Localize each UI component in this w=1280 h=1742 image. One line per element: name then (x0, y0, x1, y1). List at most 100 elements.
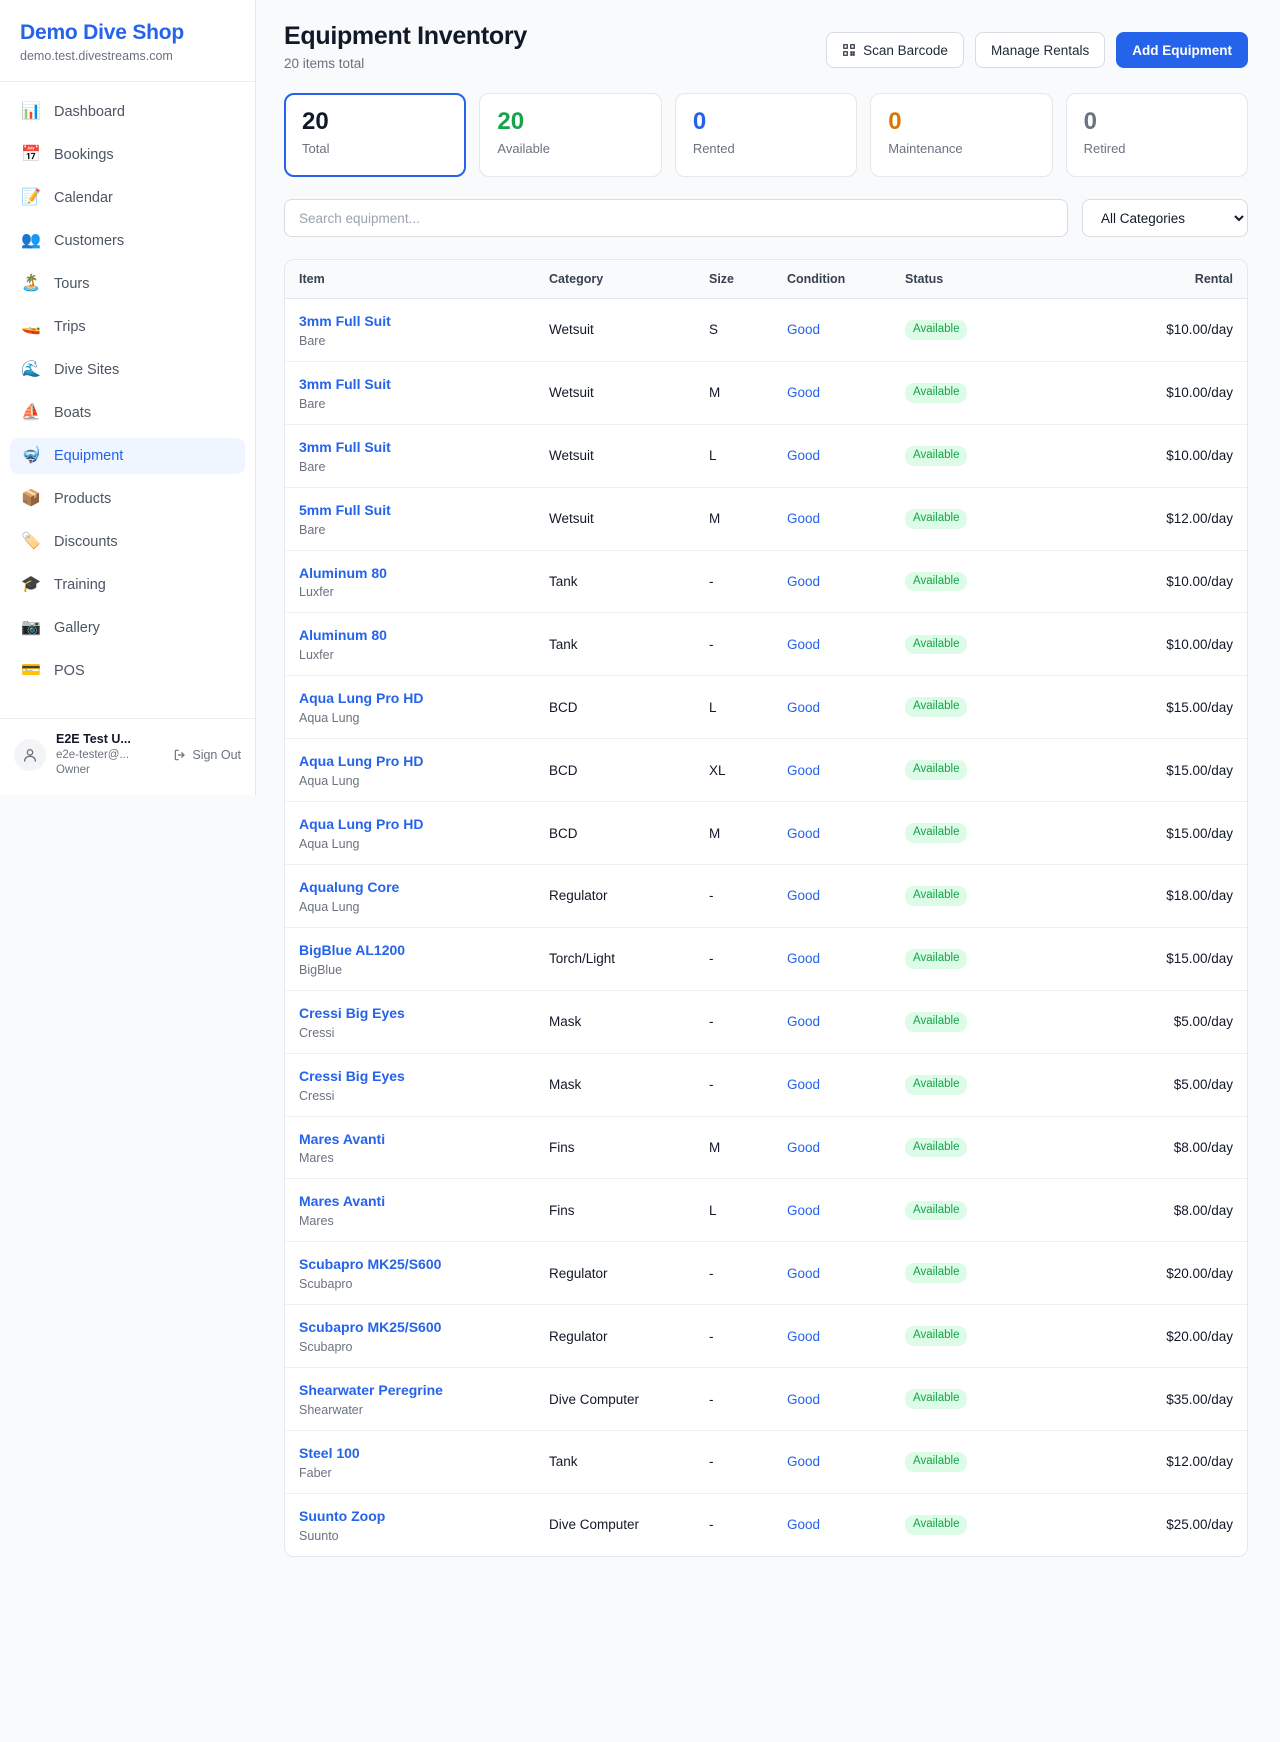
table-row[interactable]: 3mm Full Suit Bare Wetsuit M Good Available $1… (285, 361, 1247, 425)
sidebar-item-products[interactable]: 📦 Products (10, 481, 245, 517)
item-name-link[interactable]: Aqua Lung Pro HD (299, 753, 424, 770)
table-row[interactable]: Mares Avanti Mares Fins M Good Available $8.00… (285, 1116, 1247, 1180)
item-name-link[interactable]: Aluminum 80 (299, 627, 387, 644)
table-row[interactable]: BigBlue AL1200 BigBlue Torch/Light - Good Ava… (285, 927, 1247, 991)
tag-icon: 🏷️ (21, 533, 41, 551)
sidebar-item-discounts[interactable]: 🏷️ Discounts (10, 524, 245, 560)
condition-link[interactable]: Good (787, 448, 821, 464)
status-badge: Available (905, 1452, 968, 1472)
avatar (14, 739, 46, 772)
table-row[interactable]: Mares Avanti Mares Fins L Good Available $8.00… (285, 1178, 1247, 1243)
item-name-link[interactable]: Aqua Lung Pro HD (299, 816, 424, 833)
item-name-link[interactable]: 3mm Full Suit (299, 375, 391, 392)
column-header-category[interactable]: Category (535, 260, 695, 299)
stat-card-maintenance[interactable]: 0 Maintenance (870, 93, 1053, 177)
item-name-link[interactable]: Mares Avanti (299, 1130, 386, 1147)
cell-size: - (695, 612, 773, 677)
table-row[interactable]: Steel 100 Faber Tank - Good Available $12.00/d… (285, 1430, 1247, 1494)
table-row[interactable]: Aqua Lung Pro HD Aqua Lung BCD XL Good Availa… (285, 738, 1247, 803)
column-header-item[interactable]: Item (285, 260, 535, 299)
column-header-size[interactable]: Size (695, 260, 773, 299)
condition-link[interactable]: Good (787, 574, 821, 589)
column-header-status[interactable]: Status (891, 260, 1026, 299)
item-name-link[interactable]: BigBlue AL1200 (299, 941, 406, 958)
condition-link[interactable]: Good (787, 699, 821, 715)
column-header-rental[interactable]: Rental (1026, 260, 1247, 299)
condition-link[interactable]: Good (787, 511, 821, 527)
table-row[interactable]: Aluminum 80 Luxfer Tank - Good Available $10.0… (285, 550, 1247, 614)
item-name-link[interactable]: Aqua Lung Pro HD (299, 690, 424, 707)
item-brand: Scubapro (299, 1277, 353, 1292)
item-name-link[interactable]: Scubapro MK25/S600 (299, 1256, 442, 1273)
condition-link[interactable]: Good (787, 636, 821, 652)
sidebar-item-pos[interactable]: 💳 POS (10, 653, 245, 689)
condition-link[interactable]: Good (787, 1077, 821, 1093)
table-row[interactable]: Cressi Big Eyes Cressi Mask - Good Available $… (285, 990, 1247, 1054)
brand-block[interactable]: Demo Dive Shop demo.test.divestreams.com (0, 0, 255, 83)
sidebar-item-dashboard[interactable]: 📊 Dashboard (10, 94, 245, 130)
item-name-link[interactable]: 5mm Full Suit (299, 501, 391, 518)
table-row[interactable]: 5mm Full Suit Bare Wetsuit M Good Available $1… (285, 487, 1247, 551)
table-row[interactable]: Aluminum 80 Luxfer Tank - Good Available $10.0… (285, 612, 1247, 677)
sidebar-item-tours[interactable]: 🏝️ Tours (10, 266, 245, 302)
item-name-link[interactable]: Shearwater Peregrine (299, 1382, 443, 1399)
condition-link[interactable]: Good (787, 1328, 821, 1344)
sidebar-item-customers[interactable]: 👥 Customers (10, 223, 245, 259)
table-row[interactable]: 3mm Full Suit Bare Wetsuit S Good Available $1… (285, 298, 1247, 362)
item-name-link[interactable]: Aqualung Core (299, 879, 400, 896)
sign-out-button[interactable]: Sign Out (173, 748, 241, 762)
table-row[interactable]: Shearwater Peregrine Shearwater Dive Compu… (285, 1367, 1247, 1432)
item-name-link[interactable]: Cressi Big Eyes (299, 1004, 405, 1021)
add-equipment-button[interactable]: Add Equipment (1116, 32, 1248, 68)
condition-link[interactable]: Good (787, 385, 821, 401)
sidebar-item-gallery[interactable]: 📷 Gallery (10, 610, 245, 646)
item-name-link[interactable]: Scubapro MK25/S600 (299, 1319, 442, 1336)
column-header-condition[interactable]: Condition (773, 260, 891, 299)
sidebar-item-training[interactable]: 🎓 Training (10, 567, 245, 603)
status-badge: Available (905, 1326, 968, 1347)
item-name-link[interactable]: Steel 100 (299, 1445, 360, 1462)
sidebar-item-trips[interactable]: 🚤 Trips (10, 309, 245, 345)
condition-link[interactable]: Good (787, 888, 821, 904)
sidebar-item-dive-sites[interactable]: 🌊 Dive Sites (10, 352, 245, 388)
item-name-link[interactable]: Aluminum 80 (299, 564, 387, 581)
table-row[interactable]: Scubapro MK25/S600 Scubapro Regulator - Good… (285, 1304, 1247, 1369)
item-name-link[interactable]: Mares Avanti (299, 1193, 386, 1210)
condition-link[interactable]: Good (787, 1454, 821, 1470)
condition-link[interactable]: Good (787, 1014, 821, 1030)
item-name-link[interactable]: 3mm Full Suit (299, 313, 391, 329)
scan-barcode-button[interactable]: Scan Barcode (826, 32, 964, 68)
table-row[interactable]: Suunto Zoop Suunto Dive Computer - Good Avail… (285, 1493, 1247, 1555)
cell-status: Available (891, 1367, 1026, 1432)
sidebar-item-equipment[interactable]: 🤿 Equipment (10, 438, 245, 475)
condition-link[interactable]: Good (787, 1391, 821, 1407)
manage-rentals-button[interactable]: Manage Rentals (974, 32, 1106, 68)
table-row[interactable]: Aqua Lung Pro HD Aqua Lung BCD L Good Availab… (285, 675, 1247, 740)
condition-link[interactable]: Good (787, 1517, 821, 1533)
condition-link[interactable]: Good (787, 1265, 821, 1281)
table-row[interactable]: Aqualung Core Aqua Lung Regulator - Good Avai… (285, 864, 1247, 928)
table-row[interactable]: Scubapro MK25/S600 Scubapro Regulator - Good… (285, 1241, 1247, 1306)
condition-link[interactable]: Good (787, 1202, 821, 1218)
condition-link[interactable]: Good (787, 762, 821, 778)
table-row[interactable]: Aqua Lung Pro HD Aqua Lung BCD M Good Availab… (285, 801, 1247, 866)
stat-card-available[interactable]: 20 Available (479, 93, 662, 177)
search-input[interactable] (284, 199, 1068, 237)
condition-link[interactable]: Good (787, 1140, 821, 1156)
condition-link[interactable]: Good (787, 825, 821, 841)
stat-card-rented[interactable]: 0 Rented (674, 93, 858, 177)
stat-card-total[interactable]: 20 Total (284, 93, 467, 177)
sidebar-item-boats[interactable]: ⛵ Boats (10, 395, 245, 431)
stat-card-retired[interactable]: 0 Retired (1065, 93, 1249, 177)
sidebar-item-bookings[interactable]: 📅 Bookings (10, 137, 245, 173)
item-name-link[interactable]: 3mm Full Suit (299, 438, 391, 455)
item-name-link[interactable]: Suunto Zoop (299, 1507, 386, 1524)
sidebar-item-calendar[interactable]: 📝 Calendar (10, 180, 245, 216)
condition-link[interactable]: Good (787, 951, 821, 967)
category-select[interactable]: All Categories (1082, 199, 1248, 237)
table-row[interactable]: Cressi Big Eyes Cressi Mask - Good Available $… (285, 1053, 1247, 1117)
cell-size: - (695, 1241, 773, 1306)
table-row[interactable]: 3mm Full Suit Bare Wetsuit L Good Available $1… (285, 424, 1247, 488)
condition-link[interactable]: Good (787, 322, 821, 338)
item-name-link[interactable]: Cressi Big Eyes (299, 1067, 405, 1084)
